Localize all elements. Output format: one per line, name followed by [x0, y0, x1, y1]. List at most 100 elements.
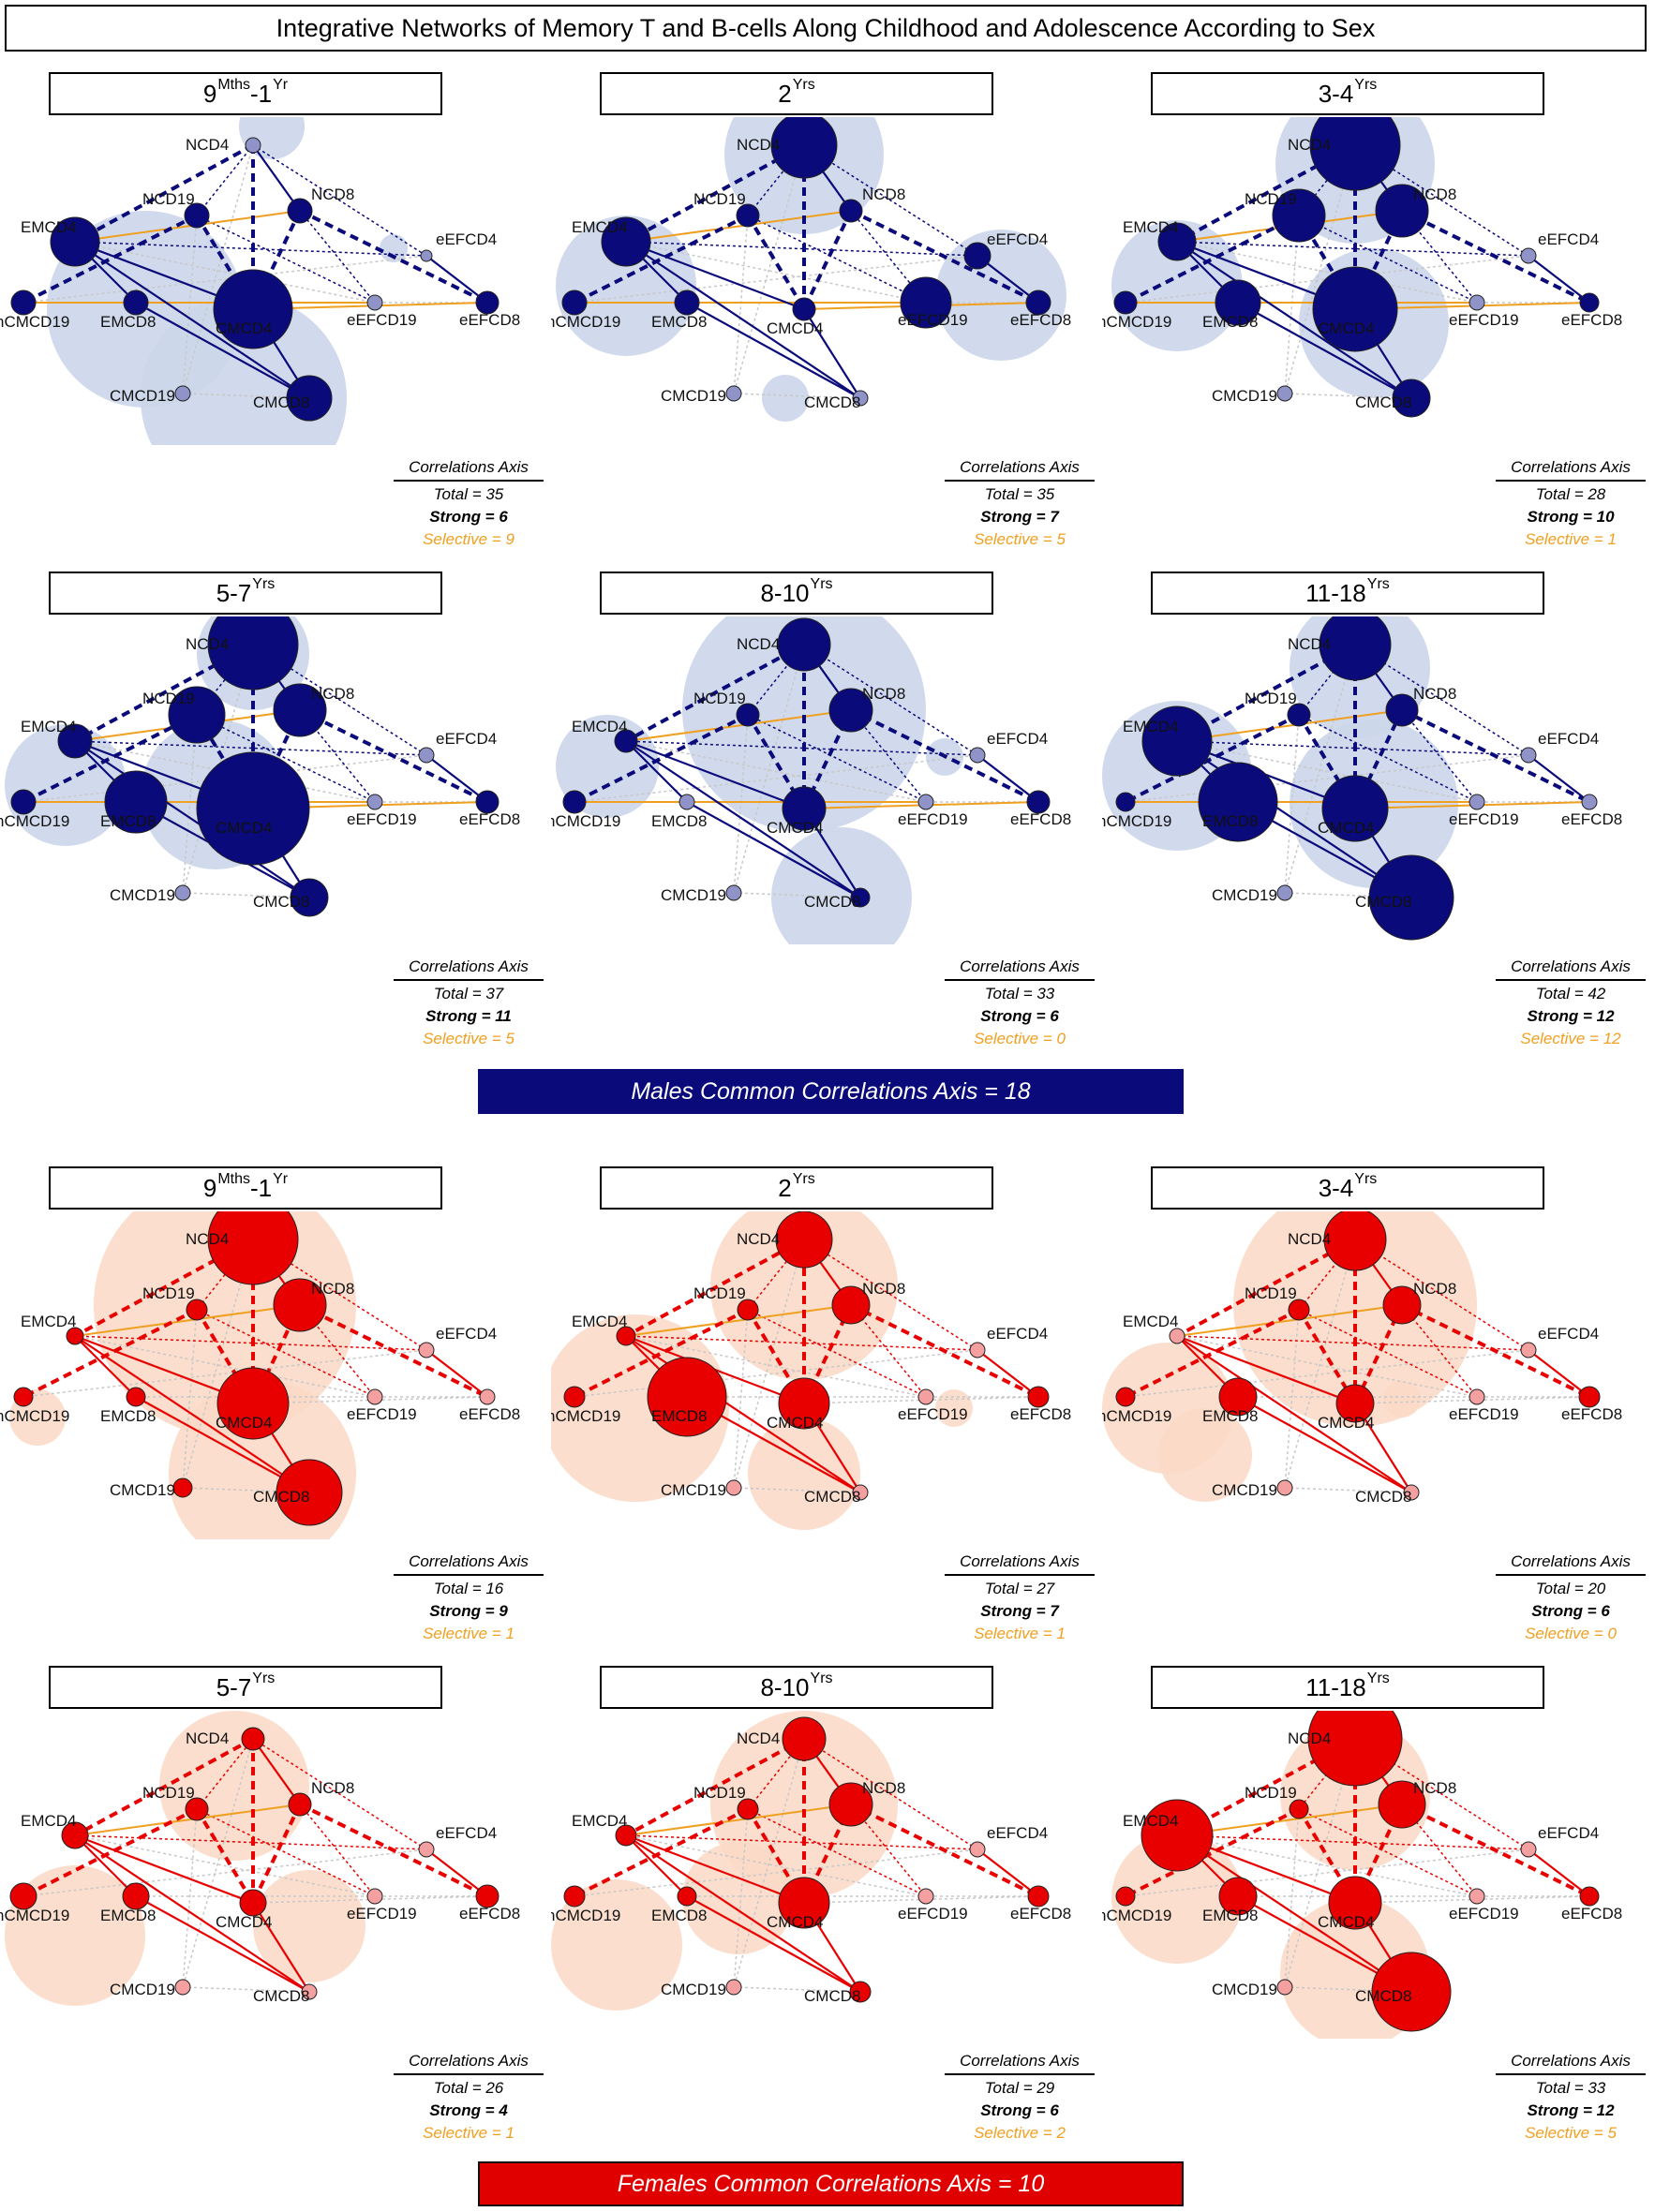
- weak-edge: [196, 215, 376, 304]
- solid-edge: [425, 1349, 488, 1398]
- node-label: CMCD19: [661, 1481, 726, 1499]
- solid-edge: [425, 754, 488, 803]
- total-count: Total = 42: [1535, 985, 1606, 1002]
- node-label: nCMCD19: [1102, 1407, 1171, 1425]
- weak-edge: [196, 1808, 376, 1897]
- strong-edge: [1125, 1308, 1300, 1399]
- strong-edge: [74, 1737, 254, 1837]
- node-ncmcd19: [10, 789, 37, 815]
- age-text: 9: [202, 1173, 217, 1202]
- node-emcd8: [122, 1882, 150, 1910]
- panel-age-label: 2 Yrs: [600, 1166, 993, 1210]
- neutral-edge: [182, 393, 310, 399]
- panel-age-label: 9 Mths -1 Yr: [49, 72, 442, 115]
- node-label: EMCD4: [21, 1812, 77, 1830]
- node-label: CMCD4: [767, 1414, 823, 1432]
- weak-edge: [747, 215, 927, 304]
- node-eefcd19: [366, 794, 383, 810]
- neutral-edge: [182, 1986, 310, 1993]
- cluster-halo: [551, 1879, 682, 2011]
- node-emcd8: [647, 1357, 727, 1437]
- neutral-edge: [74, 241, 376, 304]
- correlations-axis-header: Correlations Axis: [394, 1551, 544, 1576]
- node-cmcd8: [286, 375, 333, 422]
- strong-count: Strong = 7: [980, 508, 1059, 526]
- weak-edge: [1176, 1834, 1529, 1850]
- neutral-edge: [733, 1239, 805, 1489]
- strong-edge: [74, 143, 254, 244]
- neutral-edge: [574, 754, 978, 803]
- selective-edge: [1176, 709, 1403, 742]
- cluster-halo: [748, 1418, 860, 1530]
- node-ncmcd19: [1115, 1387, 1136, 1407]
- strong-count: Strong = 6: [980, 1007, 1059, 1025]
- strong-edge: [1401, 209, 1590, 304]
- correlations-axis-header: Correlations Axis: [1496, 2050, 1646, 2075]
- neutral-edge: [1284, 1239, 1356, 1489]
- node-emcd4: [66, 1327, 84, 1345]
- selective-count: Selective = 12: [1520, 1030, 1621, 1047]
- weak-edge: [747, 714, 927, 803]
- strong-count: Strong = 9: [429, 1602, 508, 1620]
- network-graph: NCD4 NCD19 NCD8 EMCD4 eEFCD4 nCMCD19 EMCD8 eEFC…: [0, 1211, 520, 1539]
- node-label: CMCD19: [661, 1981, 726, 1998]
- female-network-panel: 5-7 Yrs NCD4 NCD19 NCD8 EMCD4 eEFCD4 nCMCD19 EMC…: [0, 1655, 551, 2151]
- weak-edge: [196, 714, 376, 803]
- node-ncd19: [1272, 188, 1326, 243]
- node-ncd19: [168, 686, 226, 744]
- node-label: EMCD4: [1123, 1812, 1179, 1830]
- node-label: NCD19: [142, 190, 195, 208]
- node-cmcd19: [174, 1979, 191, 1996]
- cluster-halo: [239, 117, 305, 159]
- weak-edge: [299, 210, 376, 304]
- selective-edge: [625, 709, 852, 742]
- female-network-panel: 9 Mths -1 Yr NCD4 NCD19 NCD8 EMCD4 eEFCD4 nCMCD19…: [0, 1155, 551, 1652]
- node-cmcd8: [301, 1983, 318, 2000]
- node-label: CMCD8: [804, 893, 860, 911]
- node-emcd4: [50, 216, 100, 267]
- node-label: eEFCD8: [459, 311, 520, 329]
- node-label: nCMCD19: [0, 1407, 69, 1425]
- strong-edge: [802, 210, 853, 310]
- node-label: EMCD4: [1123, 1313, 1179, 1330]
- node-label: NCD8: [862, 1280, 905, 1298]
- node-cmcd4: [1312, 266, 1398, 352]
- neutral-edge: [1284, 1738, 1356, 1988]
- solid-edge: [625, 1834, 688, 1897]
- node-label: CMCD8: [1355, 1987, 1411, 2005]
- node-label: eEFCD8: [1561, 311, 1622, 329]
- cluster-halo: [159, 1711, 309, 1861]
- female-network-panel: 2 Yrs NCD4 NCD19 NCD8 EMCD4 eEFCD4 nCMCD19 EMCD8…: [551, 1155, 1102, 1652]
- node-label: CMCD4: [216, 1414, 272, 1432]
- neutral-edge: [1284, 1986, 1412, 1993]
- selective-count: Selective = 2: [974, 2124, 1066, 2142]
- node-label: eEFCD19: [1449, 1905, 1519, 1923]
- node-label: eEFCD8: [1561, 810, 1622, 828]
- node-cmcd8: [1403, 1484, 1420, 1501]
- selective-count: Selective = 1: [423, 2124, 514, 2142]
- node-label: NCD4: [186, 1230, 229, 1248]
- node-label: EMCD4: [572, 218, 628, 236]
- selective-edge: [625, 1304, 852, 1337]
- strong-count: Strong = 7: [980, 1602, 1059, 1620]
- node-label: eEFCD8: [1561, 1905, 1622, 1923]
- solid-edge: [625, 740, 861, 898]
- node-label: CMCD19: [1212, 1481, 1277, 1499]
- node-emcd8: [1218, 1377, 1258, 1417]
- node-label: NCD19: [1245, 190, 1297, 208]
- strong-count: Strong = 6: [1531, 1602, 1610, 1620]
- correlations-axis-header: Correlations Axis: [1496, 456, 1646, 482]
- solid-edge: [803, 308, 861, 399]
- node-label: CMCD8: [253, 893, 309, 911]
- neutral-edge: [1176, 1834, 1478, 1897]
- age-unit: Yrs: [1354, 1171, 1378, 1187]
- strong-edge: [574, 1807, 749, 1898]
- selective-count: Selective = 1: [974, 1625, 1066, 1642]
- age-unit: Mths: [217, 1171, 250, 1187]
- male-network-panel: 3-4 Yrs NCD4 NCD19 NCD8 EMCD4 eEFCD4 nCMCD19 EMC…: [1102, 61, 1653, 557]
- node-ncmcd19: [10, 289, 37, 316]
- node-label: CMCD19: [110, 1481, 175, 1499]
- correlations-axis-stats: Correlations Axis Total = 28 Strong = 10 Se…: [1496, 456, 1646, 551]
- correlations-axis-header: Correlations Axis: [945, 1551, 1095, 1576]
- node-label: eEFCD8: [459, 810, 520, 828]
